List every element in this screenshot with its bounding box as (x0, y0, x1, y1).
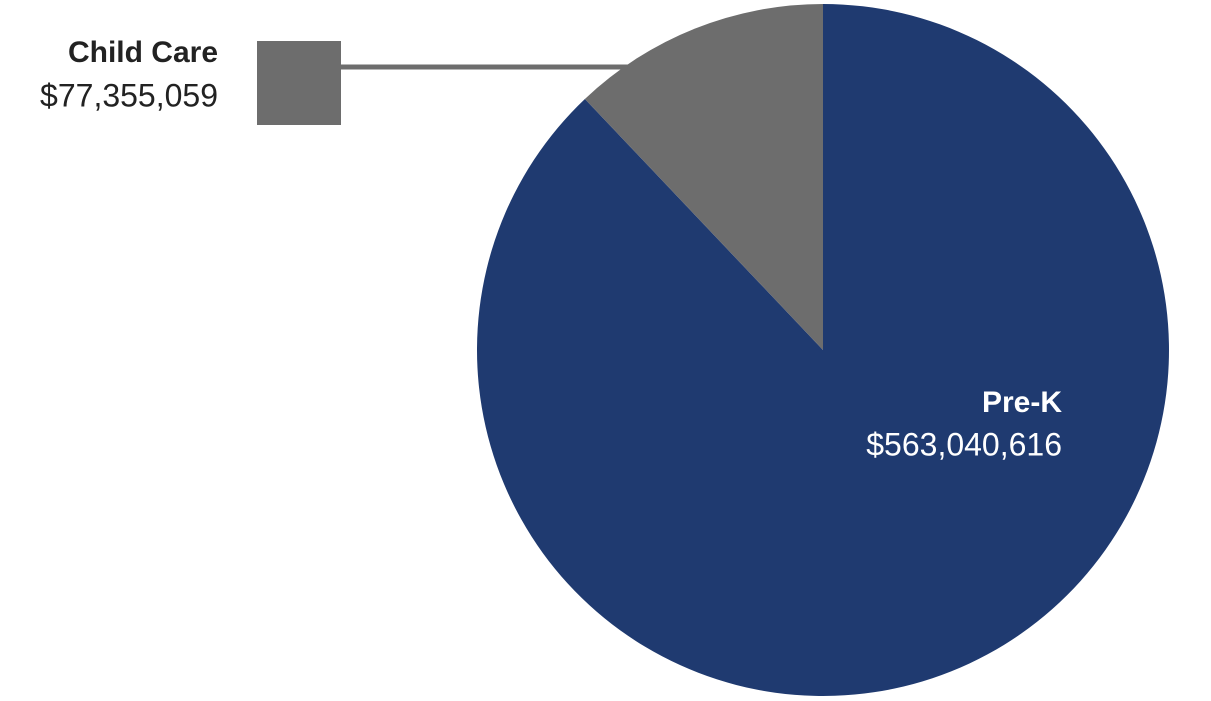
pie-slice (476, 4, 1169, 697)
value-label: $77,355,059 (40, 77, 218, 113)
slice-label: Pre-K (982, 386, 1062, 419)
value-label: $563,040,616 (866, 426, 1062, 462)
pie-slice (584, 4, 823, 350)
slice-label: Child Care (68, 36, 218, 69)
legend-swatch (257, 41, 341, 125)
